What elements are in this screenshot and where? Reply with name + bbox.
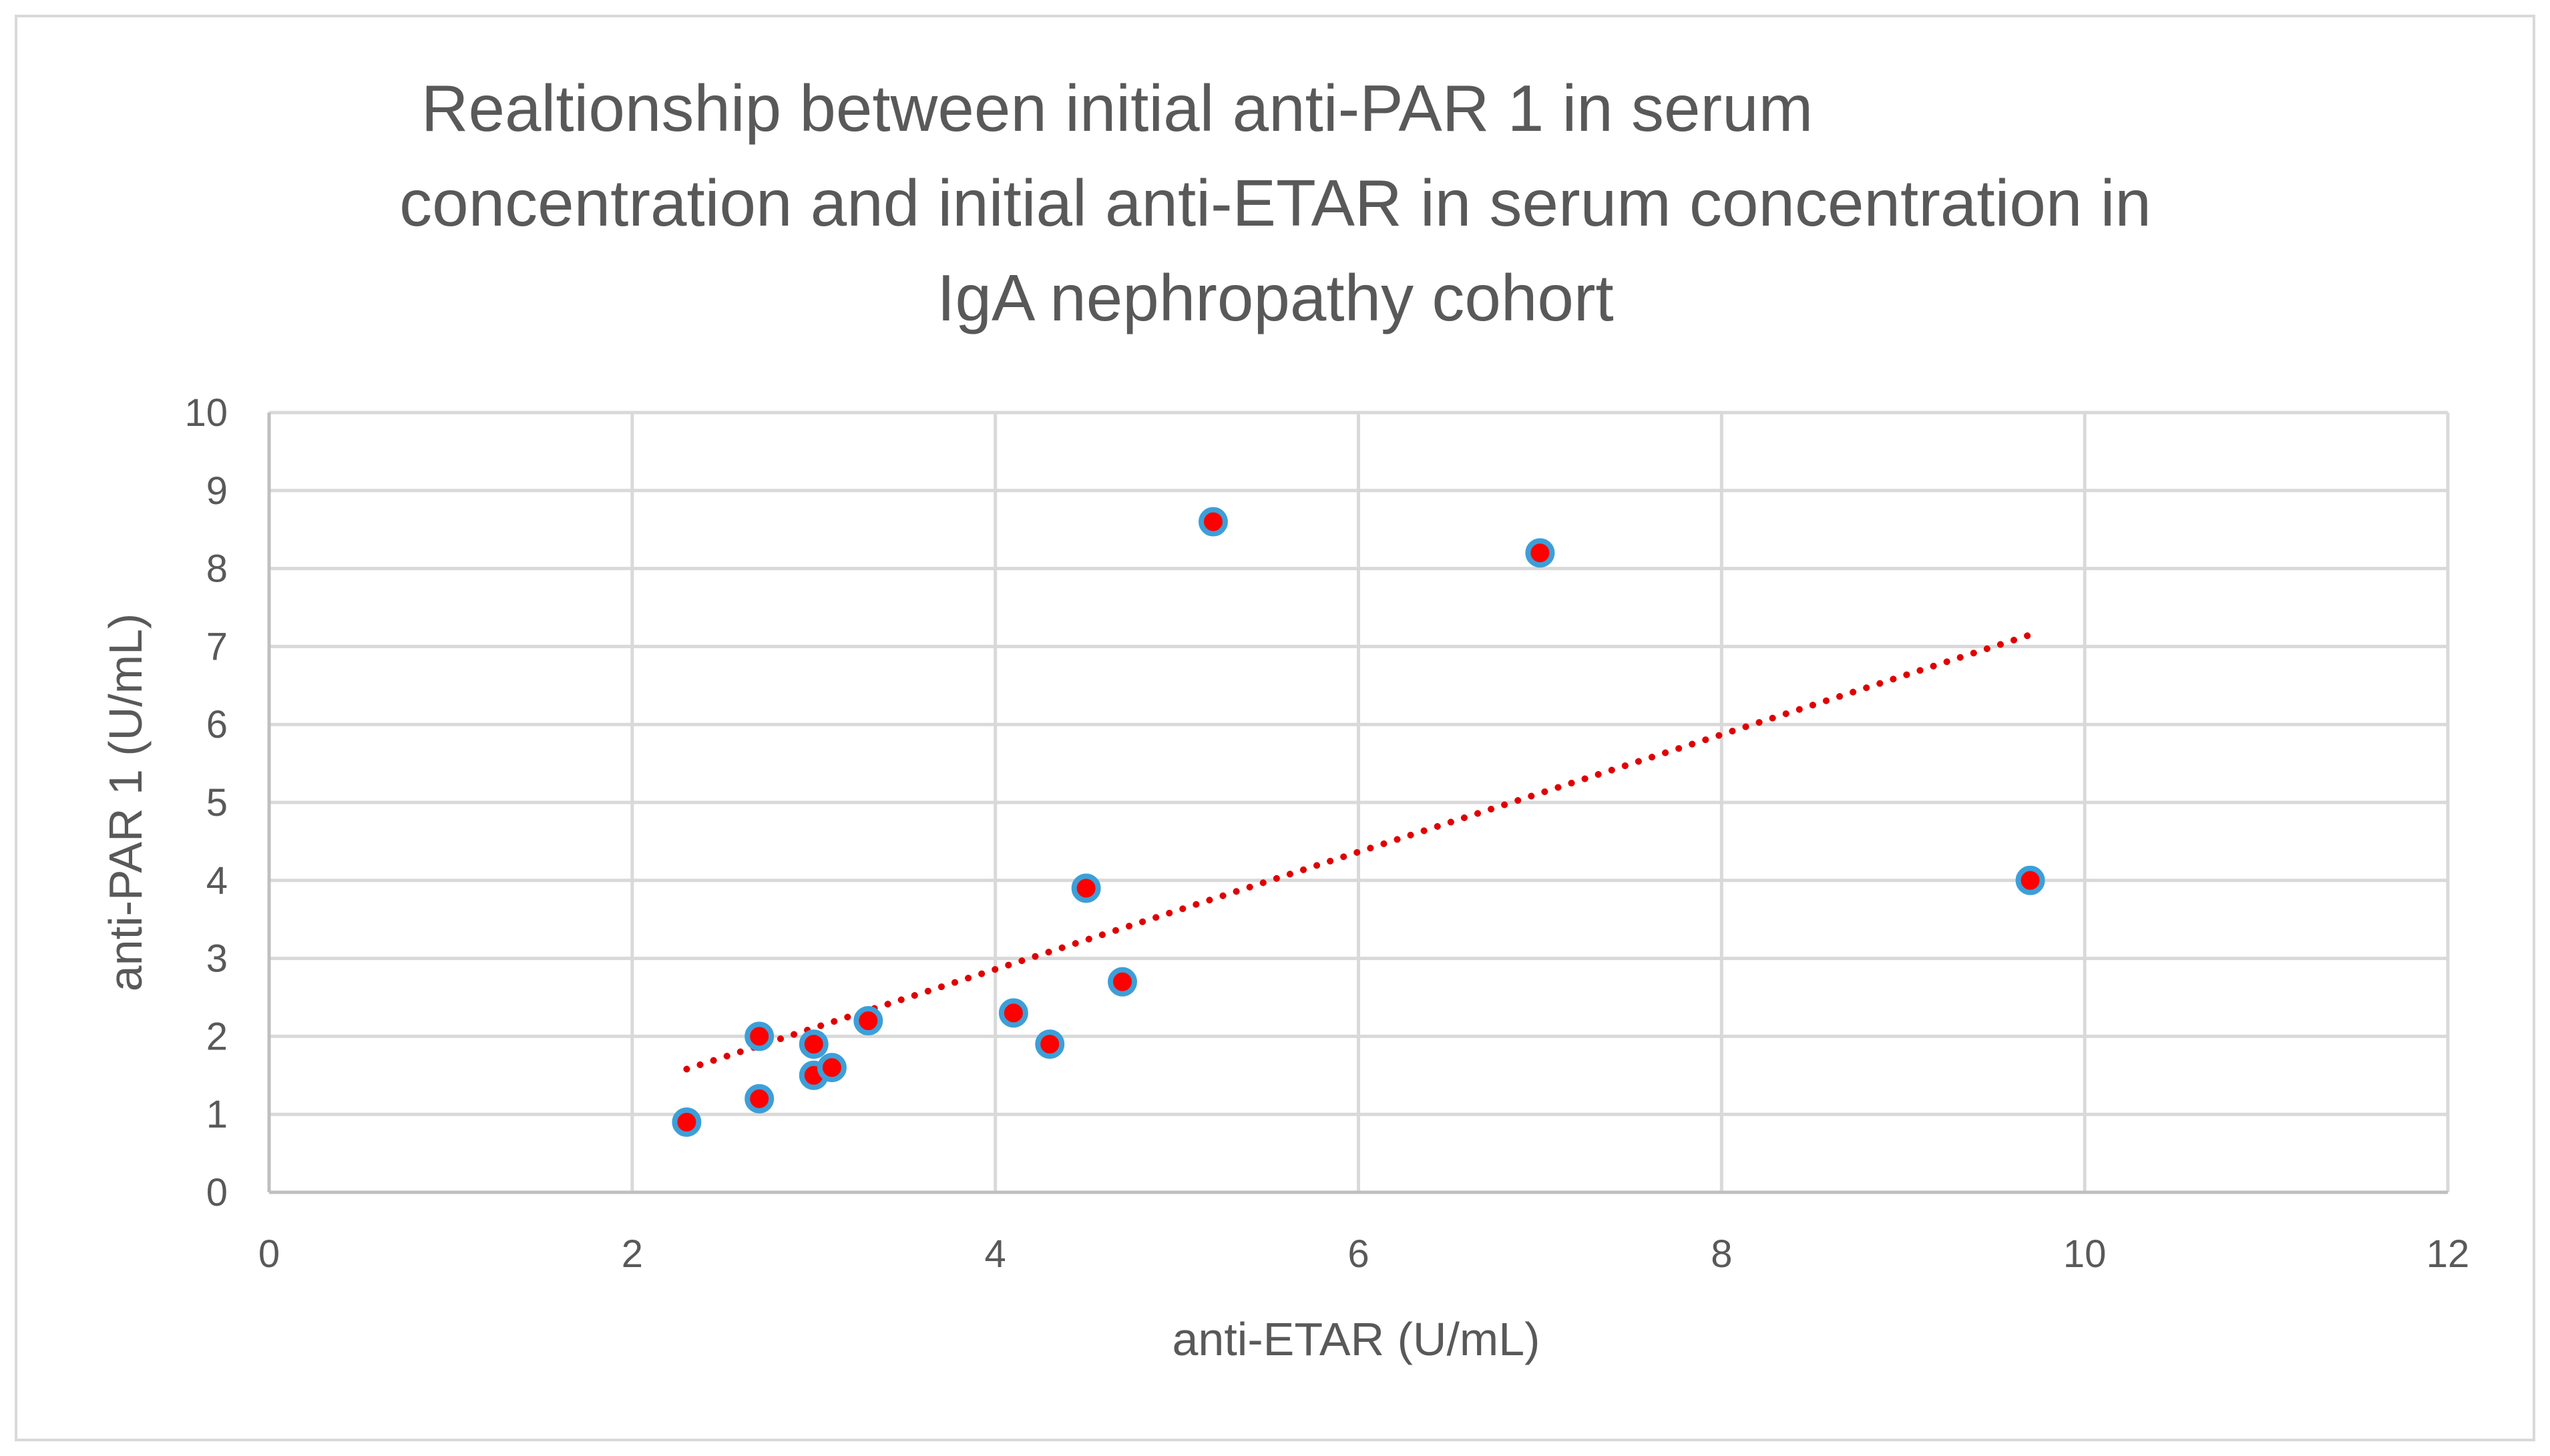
chart-title: Realtionship between initial anti-PAR 1 … [399, 71, 2151, 334]
y-tick-label: 6 [206, 703, 228, 746]
data-point [2015, 865, 2045, 895]
x-tick-label: 10 [2063, 1232, 2107, 1276]
chart-title-line-1: Realtionship between initial anti-PAR 1 … [421, 71, 1813, 145]
y-tick-label: 1 [206, 1093, 228, 1136]
y-tick-label: 3 [206, 937, 228, 981]
y-tick-label: 5 [206, 781, 228, 824]
gridlines [269, 411, 2450, 1192]
data-point [817, 1053, 847, 1083]
y-axis-title: anti-PAR 1 (U/mL) [99, 614, 152, 992]
data-point [799, 1029, 829, 1059]
x-axis-ticks: 0 2 4 6 8 10 12 [258, 1232, 2469, 1276]
y-tick-label: 2 [206, 1015, 228, 1058]
axes [267, 413, 2448, 1194]
chart-title-line-2: concentration and initial anti-ETAR in s… [399, 166, 2151, 240]
data-point [1198, 507, 1228, 537]
data-point [745, 1021, 775, 1051]
data-point [1035, 1029, 1065, 1059]
x-axis-title: anti-ETAR (U/mL) [1173, 1313, 1540, 1365]
y-tick-label: 9 [206, 469, 228, 513]
data-point [998, 998, 1028, 1028]
data-point [745, 1083, 775, 1114]
data-point [853, 1006, 883, 1036]
trendline [683, 631, 2034, 1073]
x-tick-label: 6 [1347, 1232, 1369, 1276]
x-tick-label: 4 [985, 1232, 1006, 1276]
data-point [1071, 873, 1101, 903]
trendline-path [683, 631, 2034, 1073]
x-tick-label: 12 [2426, 1232, 2470, 1276]
y-tick-label: 10 [184, 391, 228, 435]
data-point [672, 1107, 702, 1137]
x-tick-label: 8 [1711, 1232, 1732, 1276]
y-axis-ticks: 0 1 2 3 4 5 6 7 8 9 10 [184, 391, 228, 1214]
chart-title-line-3: IgA nephropathy cohort [937, 261, 1613, 334]
y-tick-label: 8 [206, 547, 228, 591]
chart-area [15, 15, 2535, 1441]
x-tick-label: 0 [258, 1232, 280, 1276]
y-tick-label: 0 [206, 1171, 228, 1214]
data-point [1525, 538, 1555, 568]
y-tick-label: 4 [206, 859, 228, 903]
y-tick-label: 7 [206, 625, 228, 668]
data-point [1108, 967, 1138, 997]
x-tick-label: 2 [622, 1232, 643, 1276]
data-points [672, 507, 2045, 1137]
